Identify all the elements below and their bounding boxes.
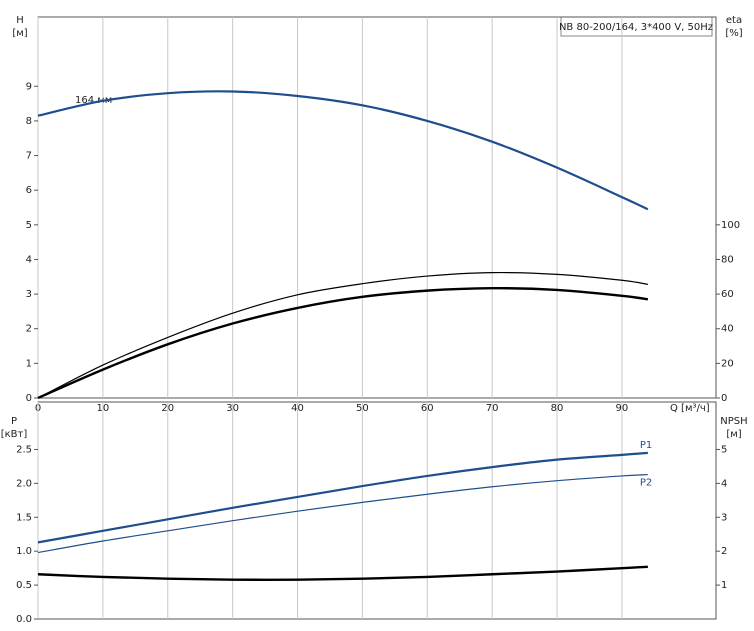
- y-tick-label: 2.5: [16, 444, 32, 455]
- series-line: [37, 473, 648, 554]
- y2-axis-label: NPSH: [720, 416, 747, 427]
- chart-title: NB 80-200/164, 3*400 V, 50Hz: [559, 22, 713, 33]
- series-label: P1: [640, 440, 652, 451]
- y2-tick-label: 80: [721, 254, 734, 265]
- y-tick-label: 4: [26, 254, 32, 265]
- y-axis-label: H: [16, 15, 24, 26]
- y-tick-label: 6: [26, 185, 32, 196]
- series-line: [37, 286, 649, 400]
- series-line: [37, 565, 648, 581]
- y2-tick-label: 5: [721, 444, 727, 455]
- series-label: P2: [640, 478, 652, 489]
- y2-tick-label: 60: [721, 289, 734, 300]
- plot-area: [37, 401, 717, 620]
- y-tick-label: 0.5: [16, 580, 32, 591]
- annotation: 164 мм: [75, 95, 112, 106]
- series-line: [37, 271, 648, 399]
- y2-tick-label: 1: [721, 580, 727, 591]
- y-tick-label: 1.0: [16, 546, 32, 557]
- y-tick-label: 0: [26, 393, 32, 404]
- y-axis-unit: [кВт]: [1, 429, 28, 440]
- y-tick-label: 2: [26, 324, 32, 335]
- y2-axis-unit: [%]: [725, 28, 742, 39]
- y2-tick-label: 20: [721, 358, 734, 369]
- y-tick-label: 1.5: [16, 512, 32, 523]
- y-tick-label: 8: [26, 116, 32, 127]
- y-tick-label: 3: [26, 289, 32, 300]
- y2-axis-unit: [м]: [726, 429, 741, 440]
- y-tick-label: 7: [26, 151, 32, 162]
- y2-tick-label: 40: [721, 324, 734, 335]
- y2-tick-label: 3: [721, 512, 727, 523]
- plot-area: [37, 16, 717, 399]
- y2-tick-label: 4: [721, 478, 727, 489]
- y-tick-label: 9: [26, 81, 32, 92]
- y-tick-label: 1: [26, 358, 32, 369]
- y2-axis-label: eta: [726, 15, 742, 26]
- y-tick-label: 0.0: [16, 614, 32, 625]
- series-line: [37, 90, 649, 211]
- x-axis-label: Q [м³/ч]: [670, 403, 710, 414]
- y-axis-label: P: [11, 416, 17, 427]
- y2-tick-label: 100: [721, 220, 740, 231]
- y2-tick-label: 0: [721, 393, 727, 404]
- y-tick-label: 5: [26, 220, 32, 231]
- y-tick-label: 2.0: [16, 478, 32, 489]
- y2-tick-label: 2: [721, 546, 727, 557]
- y-axis-unit: [м]: [12, 28, 27, 39]
- series-line: [37, 451, 648, 544]
